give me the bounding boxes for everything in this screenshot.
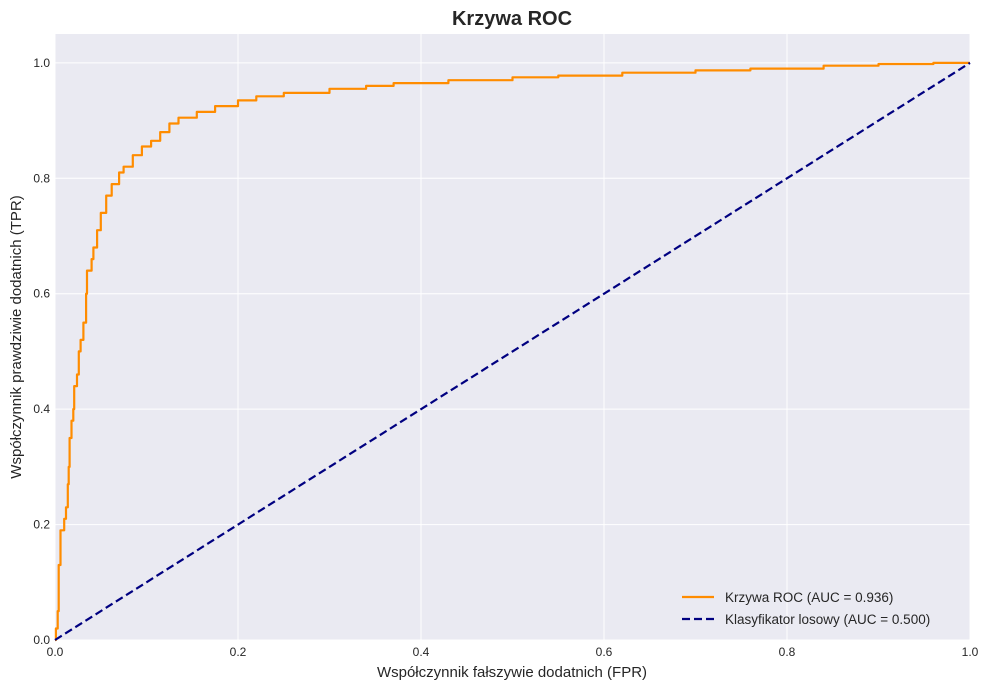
x-tick-label: 0.4 <box>413 645 430 659</box>
y-tick-label: 0.0 <box>33 633 50 647</box>
y-tick-label: 0.6 <box>33 287 50 301</box>
series-line-1 <box>54 61 971 641</box>
x-tick-label: 0.8 <box>779 645 796 659</box>
legend-label: Krzywa ROC (AUC = 0.936) <box>725 590 893 605</box>
plot-area <box>55 34 970 640</box>
y-tick-label: 0.2 <box>33 518 50 532</box>
x-axis-label: Współczynnik fałszywie dodatnich (FPR) <box>377 664 647 681</box>
y-tick-label: 0.8 <box>33 171 50 185</box>
legend-label: Klasyfikator losowy (AUC = 0.500) <box>725 612 930 627</box>
series-line-0 <box>54 61 970 642</box>
x-tick-label: 1.0 <box>962 645 979 659</box>
y-axis-label: Współczynnik prawdziwie dodatnich (TPR) <box>8 195 25 478</box>
y-tick-label: 0.4 <box>33 402 50 416</box>
y-tick-label: 1.0 <box>33 56 50 70</box>
grid <box>54 34 971 641</box>
x-tick-label: 0.2 <box>230 645 247 659</box>
legend: Krzywa ROC (AUC = 0.936) Klasyfikator los… <box>682 590 930 627</box>
x-tick-label: 0.6 <box>596 645 613 659</box>
x-tick-label: 0.0 <box>47 645 64 659</box>
series-lines <box>54 61 971 642</box>
chart-title: Krzywa ROC <box>452 8 572 30</box>
axis-ticks: 0.0 0.2 0.4 0.6 0.8 1.0 0.0 0.2 0.4 0.6 0.8 1.0 <box>33 56 978 659</box>
